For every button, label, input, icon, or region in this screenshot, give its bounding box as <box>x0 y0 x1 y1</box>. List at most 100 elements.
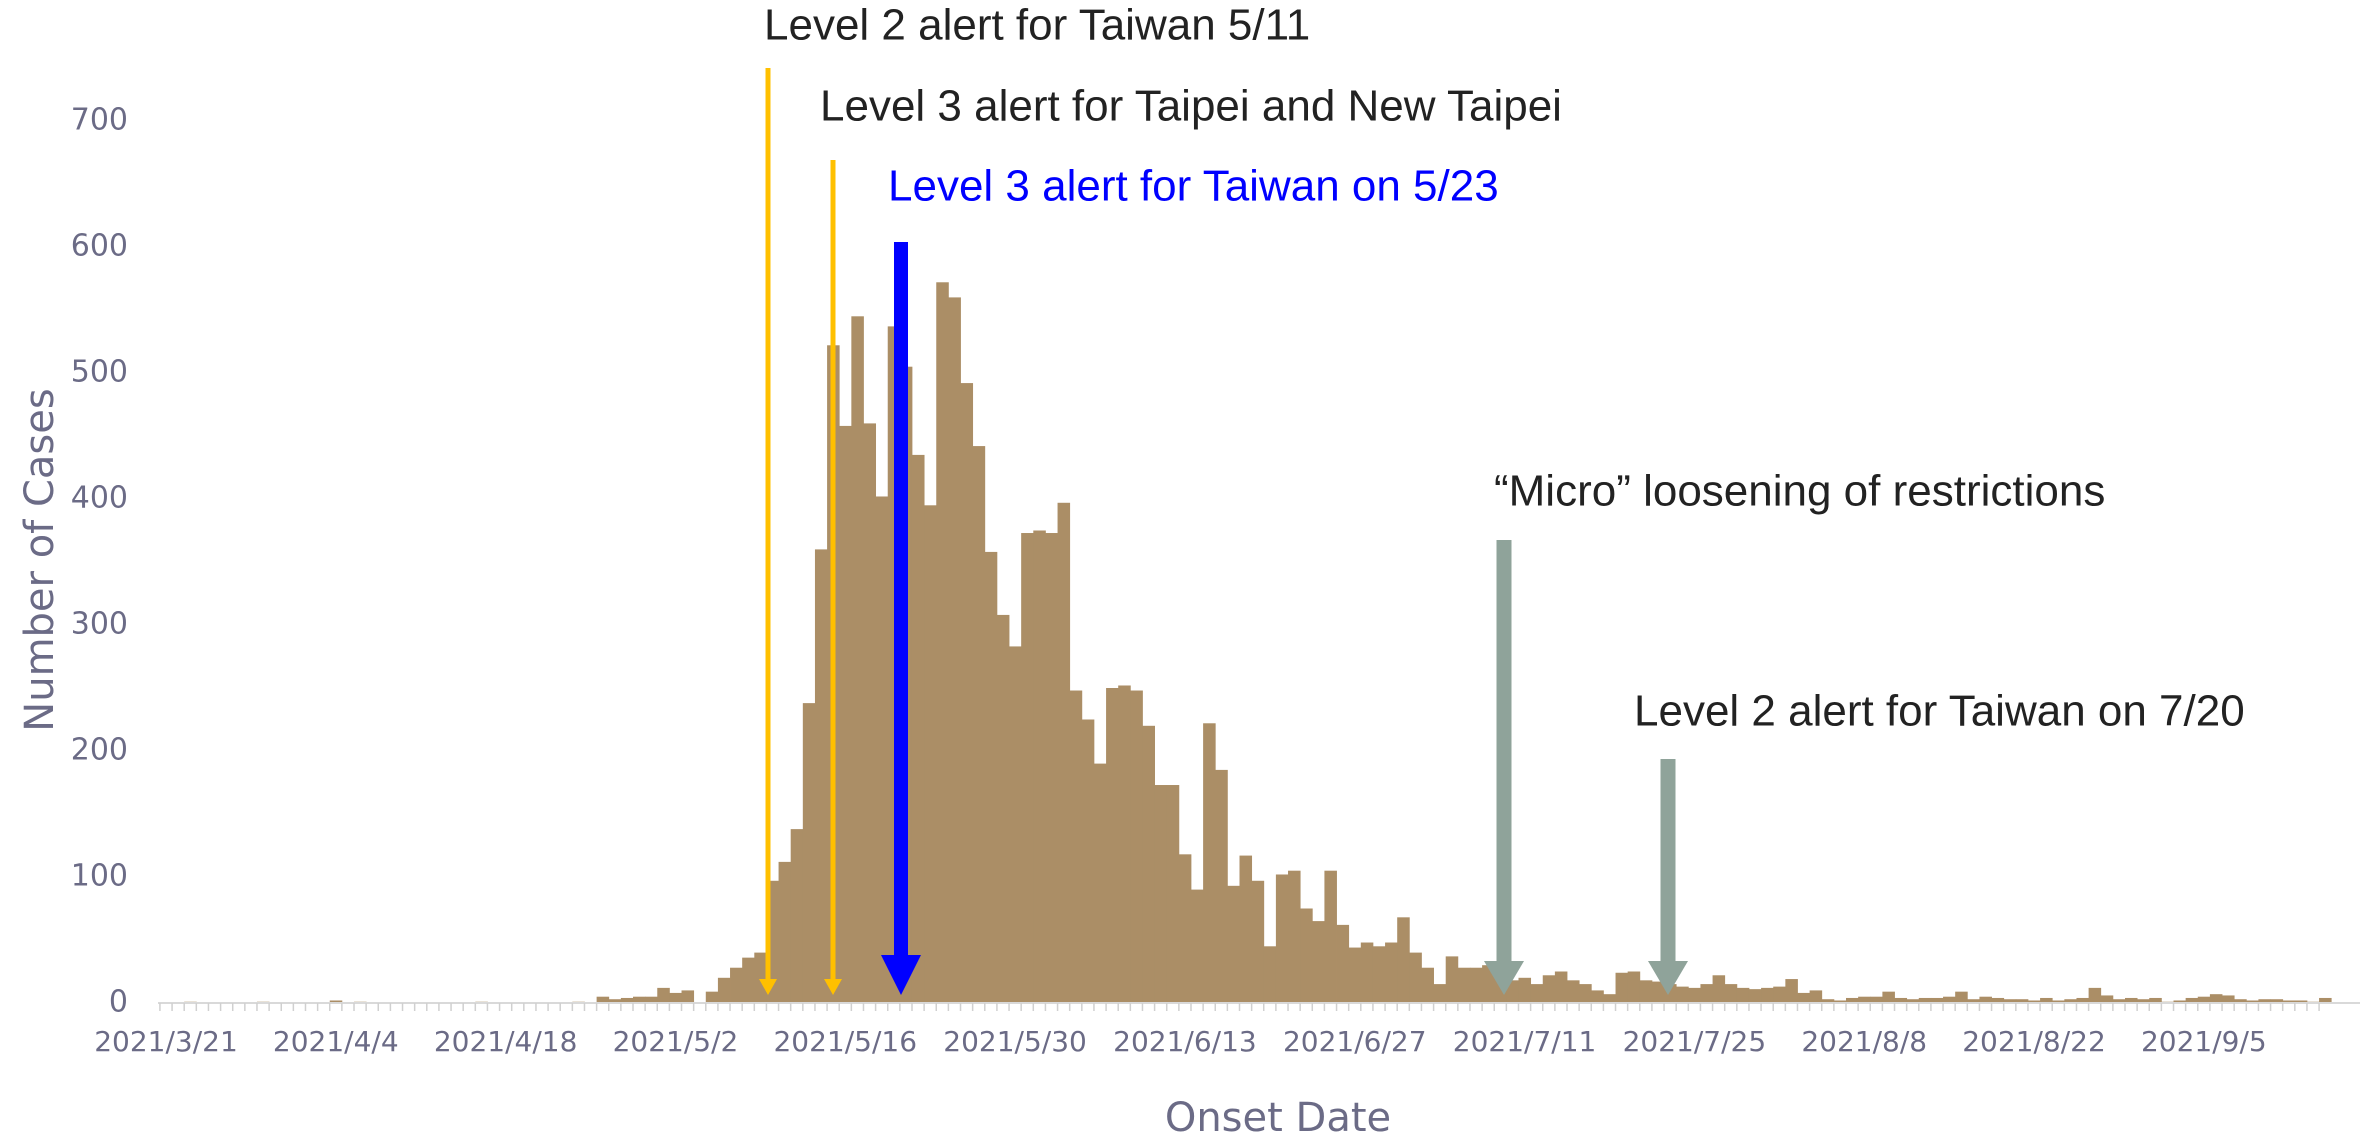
y-tick-label: 700 <box>71 103 128 138</box>
y-tick-label: 500 <box>71 355 128 390</box>
bar <box>1409 952 1422 1003</box>
bar <box>1858 996 1871 1003</box>
bar <box>2185 997 2199 1003</box>
bar <box>2246 1000 2259 1003</box>
bar <box>1785 979 1798 1003</box>
bar <box>1748 989 1762 1003</box>
bar <box>2137 999 2150 1003</box>
y-tick-label: 600 <box>71 229 128 264</box>
bar <box>2076 997 2090 1003</box>
y-axis-title: Number of Cases <box>17 388 63 731</box>
x-tick-label: 2021/8/8 <box>1801 1025 1927 1058</box>
annotation: Level 3 alert for Taipei and New Taipei <box>820 82 1562 131</box>
arrow-head <box>1648 961 1688 995</box>
bar <box>1554 971 1568 1003</box>
bar <box>1045 533 1058 1003</box>
bar <box>1372 946 1386 1003</box>
bar <box>1215 769 1228 1003</box>
bar <box>681 990 695 1003</box>
y-tick-label: 0 <box>109 985 128 1020</box>
bar <box>1227 885 1240 1003</box>
bar <box>778 861 792 1003</box>
bar <box>1300 908 1313 1003</box>
arrow-shaft <box>1660 759 1676 962</box>
bar <box>742 957 755 1003</box>
annotation: Level 2 alert for Taiwan on 7/20 <box>1634 687 2245 736</box>
bar <box>1651 981 1665 1003</box>
bar <box>996 614 1010 1003</box>
annotation: Level 2 alert for Taiwan 5/11 <box>764 1 1310 50</box>
bar <box>1567 980 1580 1003</box>
bar <box>1530 984 1544 1003</box>
bar <box>1518 977 1532 1003</box>
bar <box>2209 994 2223 1003</box>
x-tick-label: 2021/9/5 <box>2141 1025 2267 1058</box>
x-tick-label: 2021/4/4 <box>273 1025 399 1058</box>
annotation: “Micro” loosening of restrictions <box>1494 467 2105 516</box>
bar <box>984 551 998 1003</box>
bar <box>1761 987 1774 1003</box>
bar <box>1700 984 1713 1003</box>
bar <box>730 967 743 1003</box>
bar <box>1773 986 1786 1003</box>
bar <box>1033 530 1046 1003</box>
bar <box>972 446 986 1004</box>
bar <box>2319 997 2332 1003</box>
bar <box>1797 992 1811 1003</box>
bar <box>1093 763 1107 1003</box>
bar <box>1433 984 1447 1003</box>
bar <box>802 703 816 1003</box>
bar <box>1821 999 1835 1003</box>
bar <box>645 996 658 1003</box>
bar <box>1846 997 1859 1003</box>
bar <box>839 425 852 1003</box>
bar <box>1930 997 1944 1003</box>
bar <box>1882 991 1895 1003</box>
annotation: Level 3 alert for Taiwan on 5/23 <box>888 162 1499 211</box>
bar <box>596 996 610 1003</box>
bar <box>1166 785 1180 1003</box>
bar <box>1130 690 1143 1003</box>
bar <box>1275 874 1289 1003</box>
bar <box>1324 870 1337 1003</box>
bar <box>329 1000 343 1003</box>
bar <box>1312 921 1325 1003</box>
arrow-head <box>759 979 777 995</box>
bar <box>1154 785 1168 1003</box>
bar <box>1967 999 1980 1003</box>
arrow-shaft <box>765 68 771 980</box>
bar <box>1506 980 1519 1003</box>
bar <box>1724 984 1738 1003</box>
bar <box>754 952 767 1003</box>
bar <box>1579 984 1592 1003</box>
bar <box>2015 999 2029 1003</box>
bar <box>1979 996 1992 1003</box>
bar <box>1142 725 1155 1003</box>
bar <box>1118 685 1131 1003</box>
bar <box>2173 1000 2187 1003</box>
bar <box>633 996 646 1003</box>
bar <box>1615 972 1629 1003</box>
bar <box>1457 967 1471 1003</box>
bar <box>1190 889 1204 1003</box>
bar <box>1943 996 1956 1003</box>
x-tick-label: 2021/5/16 <box>773 1025 917 1058</box>
bar <box>1639 980 1653 1003</box>
bar <box>1736 987 1750 1003</box>
x-tick-label: 2021/6/13 <box>1113 1025 1257 1058</box>
bar <box>863 423 877 1003</box>
bar <box>2234 999 2247 1003</box>
bar <box>1603 994 1616 1003</box>
bar <box>1542 975 1556 1003</box>
bar <box>1263 946 1277 1003</box>
bar <box>1069 690 1083 1003</box>
bar <box>1057 502 1071 1003</box>
bar <box>1421 967 1434 1003</box>
bar <box>1336 924 1350 1003</box>
x-tick-label: 2021/8/22 <box>1962 1025 2106 1058</box>
y-tick-label: 200 <box>71 733 128 768</box>
bar <box>2197 996 2211 1003</box>
bar <box>705 991 719 1003</box>
bar <box>1348 947 1362 1003</box>
